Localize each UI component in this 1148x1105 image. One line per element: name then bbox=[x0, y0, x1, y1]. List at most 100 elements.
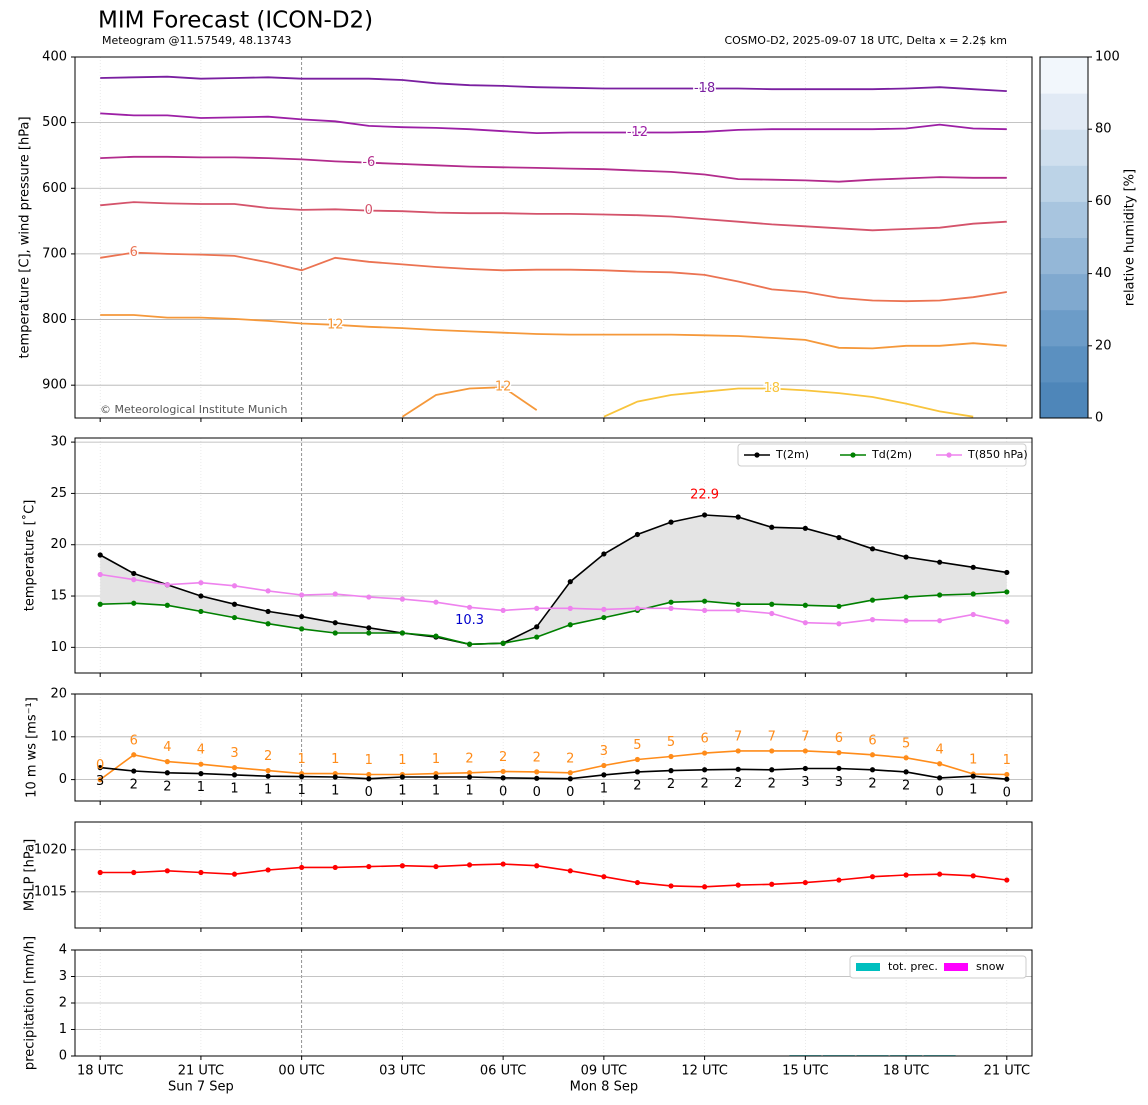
value-label: 3 bbox=[230, 746, 238, 761]
contour-label: -18 bbox=[694, 81, 715, 96]
data-point bbox=[265, 588, 271, 594]
data-point bbox=[97, 552, 103, 558]
data-point bbox=[299, 592, 305, 598]
data-point bbox=[466, 604, 473, 610]
data-point bbox=[500, 768, 506, 775]
data-point bbox=[668, 599, 674, 605]
value-label: 0 bbox=[1003, 786, 1011, 801]
colorbar-tick-label: 40 bbox=[1095, 266, 1112, 281]
data-point bbox=[164, 868, 170, 874]
data-point bbox=[903, 618, 909, 624]
data-point bbox=[198, 761, 204, 767]
colorbar-band bbox=[1040, 93, 1088, 130]
data-point bbox=[198, 869, 204, 876]
data-point bbox=[399, 630, 405, 636]
data-point bbox=[97, 777, 103, 783]
data-point bbox=[836, 765, 842, 772]
data-point bbox=[769, 524, 775, 530]
data-point bbox=[265, 621, 271, 627]
value-label: 2 bbox=[734, 776, 742, 791]
data-point bbox=[164, 759, 170, 765]
contour-label: 12 bbox=[495, 380, 512, 395]
contour-label: 12 bbox=[327, 317, 344, 332]
data-point bbox=[231, 765, 238, 771]
data-point bbox=[231, 614, 238, 621]
data-point bbox=[769, 610, 775, 617]
panel-frame bbox=[74, 821, 1033, 929]
series-line bbox=[99, 514, 1007, 646]
data-point bbox=[231, 871, 238, 877]
y-axis-label: 10 m ws [ms⁻¹] bbox=[25, 697, 40, 798]
data-point bbox=[366, 771, 372, 778]
colorbar-tick-label: 0 bbox=[1095, 411, 1103, 426]
value-label: 0 bbox=[365, 785, 373, 800]
data-point bbox=[500, 607, 506, 614]
value-label: 2 bbox=[667, 777, 675, 792]
contour-label: 18 bbox=[763, 381, 780, 396]
legend-swatch bbox=[944, 963, 968, 971]
colorbar-label: relative humidity [%] bbox=[1123, 169, 1138, 306]
data-point bbox=[534, 775, 540, 781]
data-point bbox=[131, 577, 137, 583]
data-point bbox=[702, 598, 708, 604]
colorbar-tick-label: 60 bbox=[1095, 194, 1112, 209]
data-point bbox=[399, 863, 405, 869]
data-point bbox=[869, 597, 876, 603]
data-point bbox=[903, 872, 909, 878]
series-line bbox=[99, 750, 1007, 781]
data-point bbox=[332, 620, 338, 626]
value-label: 2 bbox=[633, 778, 641, 793]
data-point bbox=[970, 773, 976, 779]
value-label: 1 bbox=[298, 752, 306, 767]
data-point bbox=[668, 519, 674, 525]
data-point bbox=[903, 769, 909, 775]
data-point bbox=[769, 601, 775, 607]
y-tick-label: 30 bbox=[50, 435, 67, 450]
data-point bbox=[231, 601, 238, 607]
value-label: 0 bbox=[96, 758, 104, 773]
y-tick-label: 3 bbox=[59, 969, 67, 984]
value-label: 4 bbox=[936, 742, 944, 757]
data-point bbox=[466, 770, 473, 776]
x-tick-label: 18 UTC bbox=[77, 1064, 123, 1079]
data-point bbox=[399, 774, 405, 780]
series-line bbox=[100, 201, 1007, 232]
value-label: 5 bbox=[633, 738, 641, 753]
data-point bbox=[937, 592, 943, 598]
data-point bbox=[601, 772, 607, 778]
value-label: 7 bbox=[768, 729, 776, 744]
data-point bbox=[299, 626, 305, 632]
y-axis-label: precipitation [mm/h] bbox=[23, 936, 38, 1070]
data-point bbox=[366, 863, 372, 870]
data-point bbox=[534, 769, 540, 775]
data-point bbox=[735, 607, 741, 614]
data-point bbox=[903, 594, 909, 600]
data-point bbox=[433, 599, 439, 605]
value-label: 0 bbox=[533, 785, 541, 800]
y-tick-label: 15 bbox=[50, 589, 67, 604]
series-line bbox=[100, 573, 1007, 625]
value-label: 1 bbox=[600, 781, 608, 796]
data-point bbox=[164, 602, 170, 608]
data-point bbox=[702, 767, 708, 773]
data-point bbox=[970, 611, 976, 618]
data-point bbox=[601, 874, 607, 880]
series-line bbox=[100, 766, 1007, 780]
y-tick-label: 25 bbox=[50, 486, 67, 501]
y-axis-label: temperature [C], wind pressure [hPa] bbox=[18, 116, 33, 358]
data-point bbox=[735, 882, 741, 888]
value-label: 5 bbox=[667, 735, 675, 750]
legend-swatch bbox=[856, 963, 880, 971]
data-point bbox=[500, 861, 506, 867]
value-label: 2 bbox=[130, 778, 138, 793]
value-label: 7 bbox=[734, 729, 742, 744]
data-point bbox=[601, 606, 607, 612]
y-tick-label: 400 bbox=[42, 50, 67, 65]
copyright: © Meteorological Institute Munich bbox=[100, 403, 287, 416]
contour-label: 0 bbox=[365, 203, 373, 218]
data-point bbox=[1004, 771, 1010, 778]
x-tick-label: 15 UTC bbox=[782, 1064, 828, 1079]
data-point bbox=[466, 641, 473, 647]
panel-frame bbox=[74, 949, 1033, 1057]
value-label: 2 bbox=[499, 750, 507, 765]
